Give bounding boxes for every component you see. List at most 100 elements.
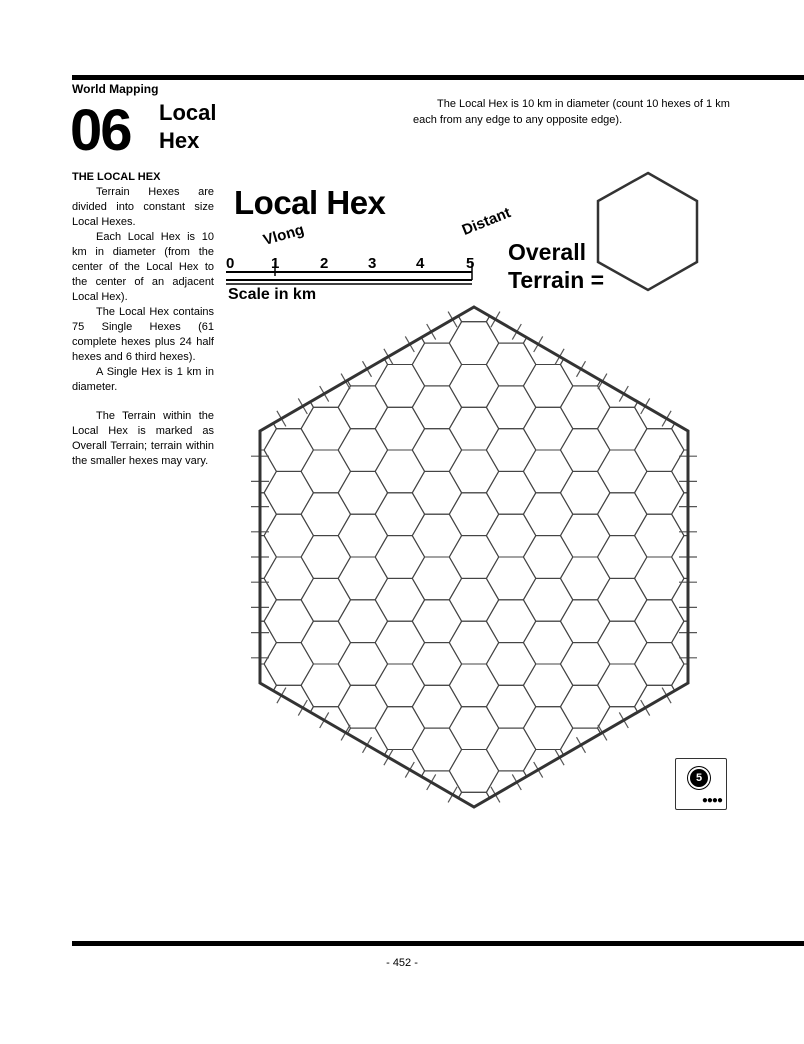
- single-hex: [635, 814, 685, 820]
- single-hex: [559, 513, 611, 558]
- single-hex: [448, 406, 500, 451]
- single-hex: [448, 492, 500, 537]
- single-hex: [670, 406, 688, 451]
- single-hex: [374, 620, 426, 665]
- single-hex: [559, 684, 611, 729]
- single-hex: [709, 215, 742, 258]
- single-hex: [596, 535, 648, 579]
- single-hex: [337, 599, 389, 644]
- single-hex: [411, 727, 463, 772]
- single-hex: [374, 307, 426, 323]
- single-hex: [633, 684, 685, 729]
- single-hex: [411, 684, 463, 729]
- single-hex: [596, 791, 648, 807]
- single-hex: [449, 170, 498, 193]
- single-hex: [670, 363, 688, 408]
- single-hex: [522, 663, 574, 708]
- single-hex: [263, 428, 315, 472]
- single-hex: [448, 663, 500, 708]
- single-hex: [709, 514, 742, 557]
- chapter-title-line1: Local: [159, 100, 217, 125]
- single-hex: [709, 557, 742, 600]
- single-hex: [670, 620, 688, 665]
- page-number: - 452 -: [386, 957, 418, 969]
- single-hex: [260, 321, 278, 366]
- single-hex: [412, 172, 461, 215]
- single-hex: [222, 514, 239, 557]
- single-hex: [222, 386, 239, 429]
- single-hex: [263, 599, 315, 644]
- intro-paragraph: The Local Hex is 10 km in diameter (coun…: [413, 98, 730, 126]
- single-hex: [374, 748, 426, 793]
- single-hex: [263, 385, 315, 430]
- single-hex: [300, 406, 352, 451]
- single-hex: [448, 535, 500, 579]
- scale-number: 4: [416, 255, 425, 272]
- single-hex: [263, 556, 315, 601]
- single-hex: [337, 342, 389, 387]
- single-hex: [338, 814, 387, 820]
- single-hex: [633, 556, 685, 601]
- section-heading: THE LOCAL HEX: [72, 171, 161, 183]
- single-hex: [633, 470, 685, 515]
- body-paragraph: The Terrain within the Local Hex is mark…: [72, 410, 214, 467]
- single-hex: [411, 556, 463, 601]
- single-hex: [709, 172, 742, 215]
- single-hex: [485, 513, 537, 558]
- single-hex: [337, 307, 389, 344]
- single-hex: [411, 342, 463, 387]
- single-hex: [635, 215, 685, 258]
- single-hex: [448, 620, 500, 665]
- single-hex: [596, 321, 648, 366]
- scale-number: 2: [320, 255, 329, 272]
- single-hex: [670, 535, 688, 579]
- single-hex: [411, 470, 463, 515]
- single-hex: [337, 642, 389, 686]
- single-hex: [300, 577, 352, 622]
- single-hex: [374, 406, 426, 451]
- single-hex: [337, 428, 389, 472]
- single-hex: [300, 535, 352, 579]
- bottom-rule: [72, 941, 804, 946]
- single-hex: [522, 748, 574, 793]
- single-hex: [522, 791, 574, 807]
- single-hex: [709, 300, 742, 343]
- single-hex: [596, 706, 648, 751]
- single-hex: [222, 557, 239, 600]
- single-hex: [260, 663, 278, 708]
- single-hex: [633, 428, 685, 472]
- single-hex: [222, 771, 239, 814]
- single-hex: [412, 814, 461, 820]
- single-hex: [596, 663, 648, 708]
- body-column: THE LOCAL HEX Terrain Hexes are divided …: [72, 170, 214, 469]
- single-hex: [260, 748, 278, 793]
- single-hex: [263, 513, 315, 558]
- overall-line1: Overall: [508, 239, 586, 265]
- single-hex: [598, 170, 647, 193]
- single-hex: [559, 556, 611, 601]
- single-hex: [222, 728, 239, 771]
- single-hex: [485, 385, 537, 430]
- single-hex: [485, 556, 537, 601]
- single-hex: [522, 406, 574, 451]
- single-hex: [559, 385, 611, 430]
- badge-number: 5: [690, 769, 708, 787]
- single-hex: [263, 727, 315, 772]
- section-title: World Mapping: [72, 82, 159, 96]
- single-hex: [300, 663, 352, 708]
- single-hex: [559, 428, 611, 472]
- overall-line2: Terrain =: [508, 267, 605, 293]
- single-hex: [374, 535, 426, 579]
- single-hex: [709, 643, 742, 686]
- single-hex: [411, 642, 463, 686]
- figure-title: Local Hex: [234, 184, 386, 221]
- single-hex: [709, 429, 742, 472]
- single-hex: [709, 600, 742, 643]
- scale-number: 0: [226, 255, 235, 272]
- single-hex: [485, 642, 537, 686]
- single-hex: [448, 449, 500, 494]
- body-paragraph: Each Local Hex is 10 km in diameter (fro…: [72, 231, 214, 303]
- single-hex: [559, 470, 611, 515]
- chapter-title-line2: Hex: [159, 128, 200, 153]
- single-hex: [596, 748, 648, 793]
